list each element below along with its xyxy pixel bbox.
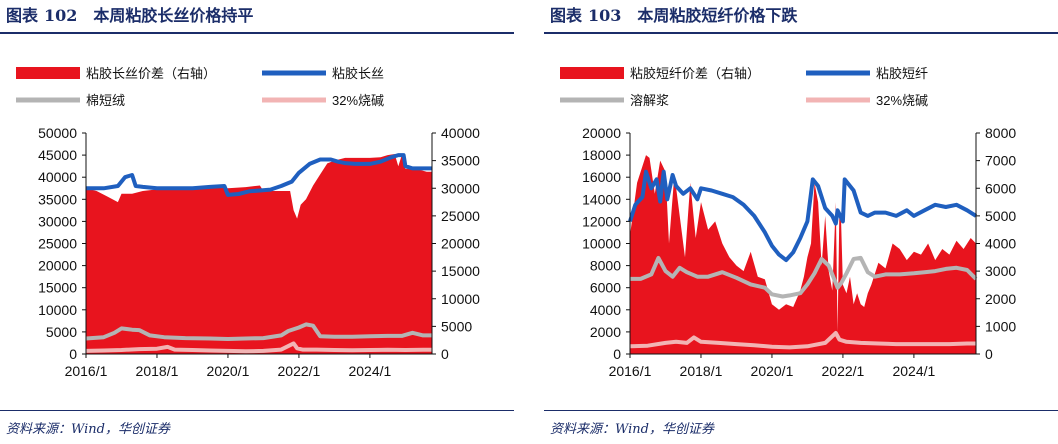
y-tick-label-left: 20000 — [38, 258, 77, 274]
y-tick-label-left: 35000 — [38, 191, 77, 207]
chart-title: 图表 103 本周粘胶短纤价格下跌 — [550, 6, 798, 25]
y-tick-label-left: 10000 — [582, 236, 621, 252]
y-tick-label-left: 40000 — [38, 169, 77, 185]
y-tick-label-left: 10000 — [38, 302, 77, 318]
source-note: 资料来源：Wind，华创证券 — [6, 422, 170, 437]
y-tick-label-right: 5000 — [441, 318, 472, 334]
y-tick-label-right: 1000 — [985, 318, 1016, 334]
x-tick-label: 2020/1 — [751, 363, 794, 379]
y-tick-label-right: 3000 — [985, 263, 1016, 279]
y-tick-label-right: 40000 — [441, 125, 480, 141]
y-tick-label-right: 35000 — [441, 153, 480, 169]
legend-label: 粘胶短纤价差（右轴） — [630, 66, 760, 81]
y-tick-label-left: 25000 — [38, 236, 77, 252]
line-series — [86, 153, 432, 197]
y-tick-label-left: 2000 — [590, 324, 621, 340]
y-tick-label-right: 5000 — [985, 208, 1016, 224]
legend-swatch — [560, 67, 624, 79]
y-tick-label-right: 0 — [985, 346, 993, 362]
legend-label: 32%烧碱 — [332, 93, 384, 108]
legend-label: 32%烧碱 — [876, 93, 928, 108]
y-tick-label-left: 16000 — [582, 169, 621, 185]
x-tick-label: 2024/1 — [348, 363, 391, 379]
legend-label: 棉短绒 — [86, 93, 125, 108]
line-series — [85, 341, 432, 354]
x-tick-label: 2020/1 — [207, 363, 250, 379]
chart-panel-102: 图表 102 本周粘胶长丝价格持平 粘胶长丝价差（右轴） 粘胶长丝棉短绒 32%烧碱 0 5… — [0, 0, 514, 444]
y-tick-label-left: 30000 — [38, 213, 77, 229]
y-tick-label-left: 6000 — [590, 280, 621, 296]
title-rule — [544, 32, 1058, 34]
line-series — [630, 255, 978, 299]
y-tick-label-left: 15000 — [38, 280, 77, 296]
x-tick-label: 2016/1 — [65, 363, 108, 379]
y-tick-label-left: 45000 — [38, 147, 77, 163]
line-series — [629, 331, 976, 350]
area-series — [86, 154, 432, 354]
y-tick-label-right: 0 — [441, 346, 449, 362]
y-tick-label-right: 4000 — [985, 236, 1016, 252]
source-note: 资料来源：Wind，华创证券 — [550, 422, 714, 437]
legend-label: 溶解浆 — [630, 93, 669, 108]
x-tick-label: 2022/1 — [822, 363, 865, 379]
title-rule — [0, 32, 514, 34]
y-tick-label-left: 12000 — [582, 213, 621, 229]
y-tick-label-left: 5000 — [46, 324, 77, 340]
chart-title: 图表 102 本周粘胶长丝价格持平 — [6, 6, 254, 25]
y-tick-label-right: 20000 — [441, 236, 480, 252]
legend-swatch — [16, 67, 80, 79]
y-tick-label-left: 8000 — [590, 258, 621, 274]
y-tick-label-right: 15000 — [441, 263, 480, 279]
y-tick-label-left: 20000 — [582, 125, 621, 141]
x-tick-label: 2018/1 — [136, 363, 179, 379]
x-tick-label: 2016/1 — [609, 363, 652, 379]
y-tick-label-left: 14000 — [582, 191, 621, 207]
legend-label: 粘胶长丝 — [332, 66, 384, 81]
chart-panel-103: 图表 103 本周粘胶短纤价格下跌 粘胶短纤价差（右轴） 粘胶短纤 溶解浆 32%烧碱 0 2… — [544, 0, 1058, 444]
y-tick-label-left: 0 — [613, 346, 621, 362]
line-series — [85, 322, 432, 341]
y-tick-label-right: 25000 — [441, 208, 480, 224]
y-tick-label-right: 7000 — [985, 153, 1016, 169]
y-tick-label-right: 10000 — [441, 291, 480, 307]
source-rule — [0, 410, 514, 411]
y-tick-label-left: 50000 — [38, 125, 77, 141]
line-series — [628, 169, 978, 263]
y-tick-label-right: 30000 — [441, 180, 480, 196]
y-tick-label-left: 4000 — [590, 302, 621, 318]
area-series — [630, 155, 976, 354]
legend-label: 粘胶短纤 — [876, 66, 928, 81]
y-tick-label-left: 18000 — [582, 147, 621, 163]
x-tick-label: 2022/1 — [278, 363, 321, 379]
x-tick-label: 2018/1 — [680, 363, 723, 379]
y-tick-label-left: 0 — [69, 346, 77, 362]
x-tick-label: 2024/1 — [892, 363, 935, 379]
y-tick-label-right: 2000 — [985, 291, 1016, 307]
legend-label: 粘胶长丝价差（右轴） — [86, 66, 216, 81]
y-tick-label-right: 8000 — [985, 125, 1016, 141]
source-rule — [544, 410, 1058, 411]
y-tick-label-right: 6000 — [985, 180, 1016, 196]
